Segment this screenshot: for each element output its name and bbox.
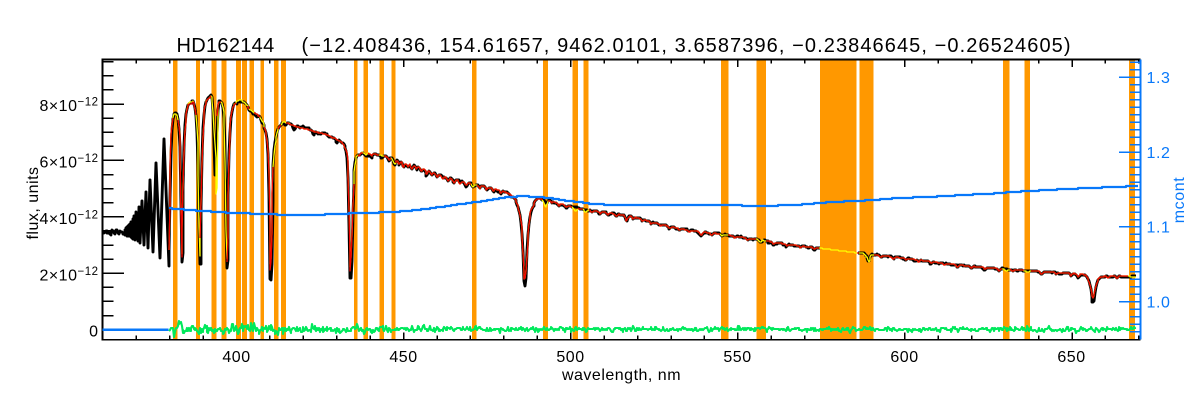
svg-text:400: 400: [222, 349, 250, 366]
svg-text:1.0: 1.0: [1147, 295, 1171, 312]
svg-text:650: 650: [1057, 349, 1085, 366]
svg-text:450: 450: [389, 349, 417, 366]
svg-text:1.3: 1.3: [1147, 70, 1171, 87]
svg-text:(−12.408436, 154.61657, 9462.0: (−12.408436, 154.61657, 9462.0101, 3.658…: [302, 35, 1072, 57]
svg-text:1.1: 1.1: [1147, 220, 1171, 237]
svg-text:0: 0: [89, 323, 98, 340]
svg-text:HD162144: HD162144: [177, 35, 275, 57]
svg-text:550: 550: [723, 349, 751, 366]
svg-text:wavelength, nm: wavelength, nm: [561, 367, 681, 384]
svg-text:500: 500: [556, 349, 584, 366]
svg-text:1.2: 1.2: [1147, 145, 1171, 162]
svg-text:mcont: mcont: [1171, 177, 1188, 224]
svg-text:600: 600: [890, 349, 918, 366]
svg-text:flux, units: flux, units: [25, 166, 42, 239]
